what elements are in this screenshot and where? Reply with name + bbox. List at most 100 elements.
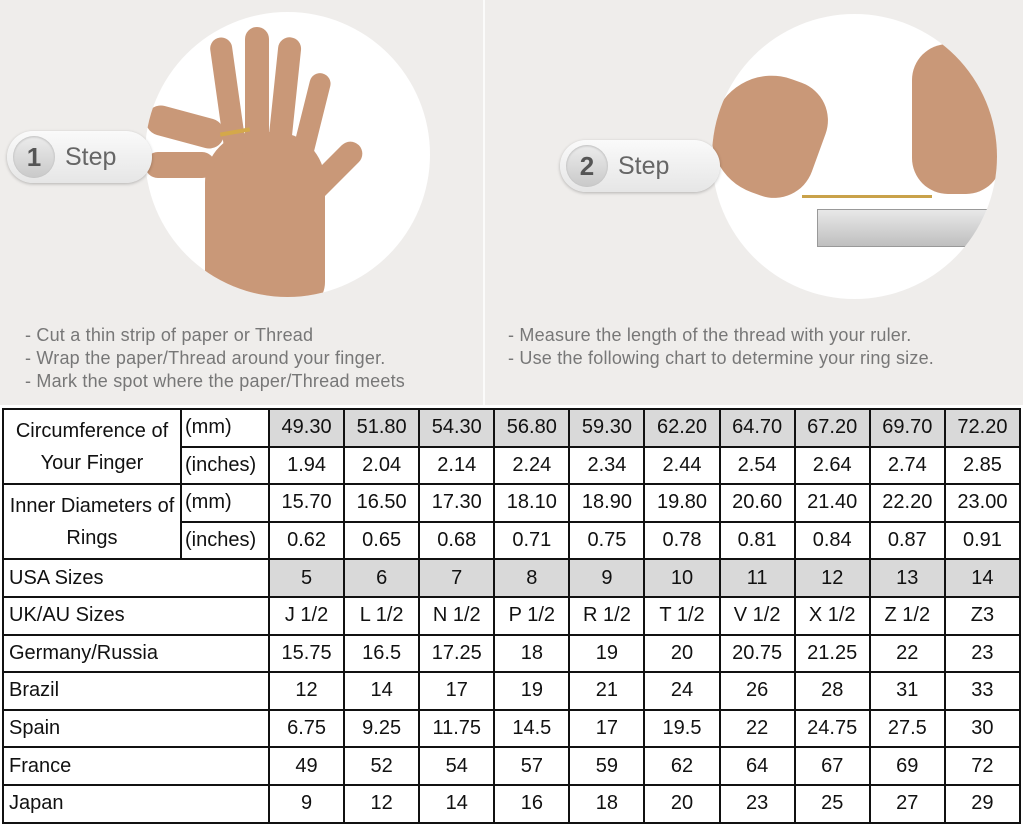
row-label: Spain [2, 708, 270, 749]
size-cell: 33 [943, 671, 1022, 711]
size-cell: 16.50 [343, 483, 421, 523]
size-cell: 14 [343, 671, 421, 711]
table-row: UK/AU Sizes J 1/2 L 1/2 N 1/2 P 1/2 R 1/2 T 1/… [2, 595, 1022, 636]
size-cell: J 1/2 [267, 595, 346, 636]
size-cell: 2.04 [343, 445, 421, 486]
size-cell: 24 [643, 671, 721, 711]
table-row: (inches) 0.62 0.65 0.68 0.71 0.75 0.78 0.81 0.84… [3, 520, 1022, 561]
step-label: Step [618, 151, 670, 180]
size-cell: 49 [267, 746, 346, 786]
size-cell: 9 [568, 558, 646, 598]
size-cell: 10 [643, 558, 721, 598]
size-cell: 22.20 [868, 483, 946, 523]
size-cell: 28 [793, 671, 871, 711]
size-cell: 15.70 [267, 483, 346, 523]
size-cell: 0.62 [267, 520, 346, 561]
size-cell: 18.10 [493, 483, 571, 523]
size-cell: 21 [568, 671, 646, 711]
size-cell: 51.80 [343, 408, 421, 448]
instruction-line: - Mark the spot where the paper/Thread m… [25, 371, 405, 391]
table-row: Spain 6.75 9.25 11.75 14.5 17 19.5 22 24.75 27.5 3… [2, 708, 1022, 749]
size-cell: 2.85 [943, 445, 1022, 486]
size-cell: 2.24 [493, 445, 571, 486]
size-cell: 20 [643, 633, 721, 674]
size-cell: 62 [643, 746, 721, 786]
size-cell: 27 [868, 783, 946, 824]
size-cell: 7 [418, 558, 496, 598]
row-group-label: Inner Diameters of Rings [2, 483, 182, 561]
size-cell: 20.60 [718, 483, 796, 523]
size-cell: 1.94 [267, 445, 346, 486]
row-label: USA Sizes [2, 558, 270, 598]
size-cell: 2.54 [718, 445, 796, 486]
size-cell: 0.75 [568, 520, 646, 561]
size-cell: N 1/2 [418, 595, 496, 636]
size-cell: 19.5 [643, 708, 721, 749]
size-cell: 12 [267, 671, 346, 711]
size-cell: 62.20 [643, 408, 721, 448]
size-cell: 20.75 [718, 633, 796, 674]
table-row: France 49 52 54 57 59 62 64 67 69 72 [2, 746, 1022, 786]
size-cell: 72 [943, 746, 1022, 786]
row-label: Germany/Russia [2, 633, 270, 674]
size-cell: 31 [868, 671, 946, 711]
step-1-badge: 1 Step [7, 131, 152, 183]
size-cell: 23 [943, 633, 1022, 674]
unit-label: (inches) [180, 445, 270, 486]
size-cell: 15.75 [267, 633, 346, 674]
size-cell: 22 [718, 708, 796, 749]
size-cell: 14 [418, 783, 496, 824]
size-cell: 17.25 [418, 633, 496, 674]
size-cell: T 1/2 [643, 595, 721, 636]
unit-label: (inches) [180, 520, 270, 561]
hand-thread-photo [145, 12, 430, 297]
size-cell: 29 [943, 783, 1022, 824]
size-cell: 17 [418, 671, 496, 711]
size-cell: 25 [793, 783, 871, 824]
step-label: Step [65, 142, 117, 171]
size-cell: L 1/2 [343, 595, 421, 636]
table-row: Germany/Russia 15.75 16.5 17.25 18 19 20 20.75 2… [2, 633, 1022, 674]
size-cell: 23 [718, 783, 796, 824]
size-cell: X 1/2 [793, 595, 871, 636]
size-cell: 19 [568, 633, 646, 674]
size-cell: 6.75 [267, 708, 346, 749]
table-row: (inches) 1.94 2.04 2.14 2.24 2.34 2.44 2.54 2.64… [3, 445, 1022, 486]
size-cell: 67.20 [793, 408, 871, 448]
step-2-instructions: - Measure the length of the thread with … [508, 324, 934, 370]
size-cell: 18 [568, 783, 646, 824]
step-1-instructions: - Cut a thin strip of paper or Thread - … [25, 324, 405, 393]
size-cell: 2.34 [568, 445, 646, 486]
step-number: 1 [13, 136, 55, 178]
size-cell: 6 [343, 558, 421, 598]
instruction-line: - Use the following chart to determine y… [508, 348, 934, 368]
size-cell: 21.25 [793, 633, 871, 674]
size-cell: 22 [868, 633, 946, 674]
size-cell: 16 [493, 783, 571, 824]
size-cell: 59 [568, 746, 646, 786]
size-cell: 26 [718, 671, 796, 711]
size-cell: 14 [943, 558, 1022, 598]
size-cell: 54 [418, 746, 496, 786]
instruction-line: - Measure the length of the thread with … [508, 325, 912, 345]
size-cell: 2.44 [643, 445, 721, 486]
size-cell: Z 1/2 [868, 595, 946, 636]
row-label: Brazil [2, 671, 270, 711]
size-cell: 2.64 [793, 445, 871, 486]
size-cell: 0.87 [868, 520, 946, 561]
row-label: France [2, 746, 270, 786]
size-cell: 2.14 [418, 445, 496, 486]
size-cell: 11.75 [418, 708, 496, 749]
size-cell: 0.78 [643, 520, 721, 561]
size-cell: 13 [868, 558, 946, 598]
instruction-line: - Wrap the paper/Thread around your fing… [25, 348, 386, 368]
unit-label: (mm) [180, 483, 270, 523]
size-cell: Z3 [943, 595, 1022, 636]
size-cell: 12 [343, 783, 421, 824]
size-cell: P 1/2 [493, 595, 571, 636]
size-cell: 16.5 [343, 633, 421, 674]
size-cell: 0.91 [943, 520, 1022, 561]
size-cell: 56.80 [493, 408, 571, 448]
size-cell: 9.25 [343, 708, 421, 749]
size-cell: 14.5 [493, 708, 571, 749]
